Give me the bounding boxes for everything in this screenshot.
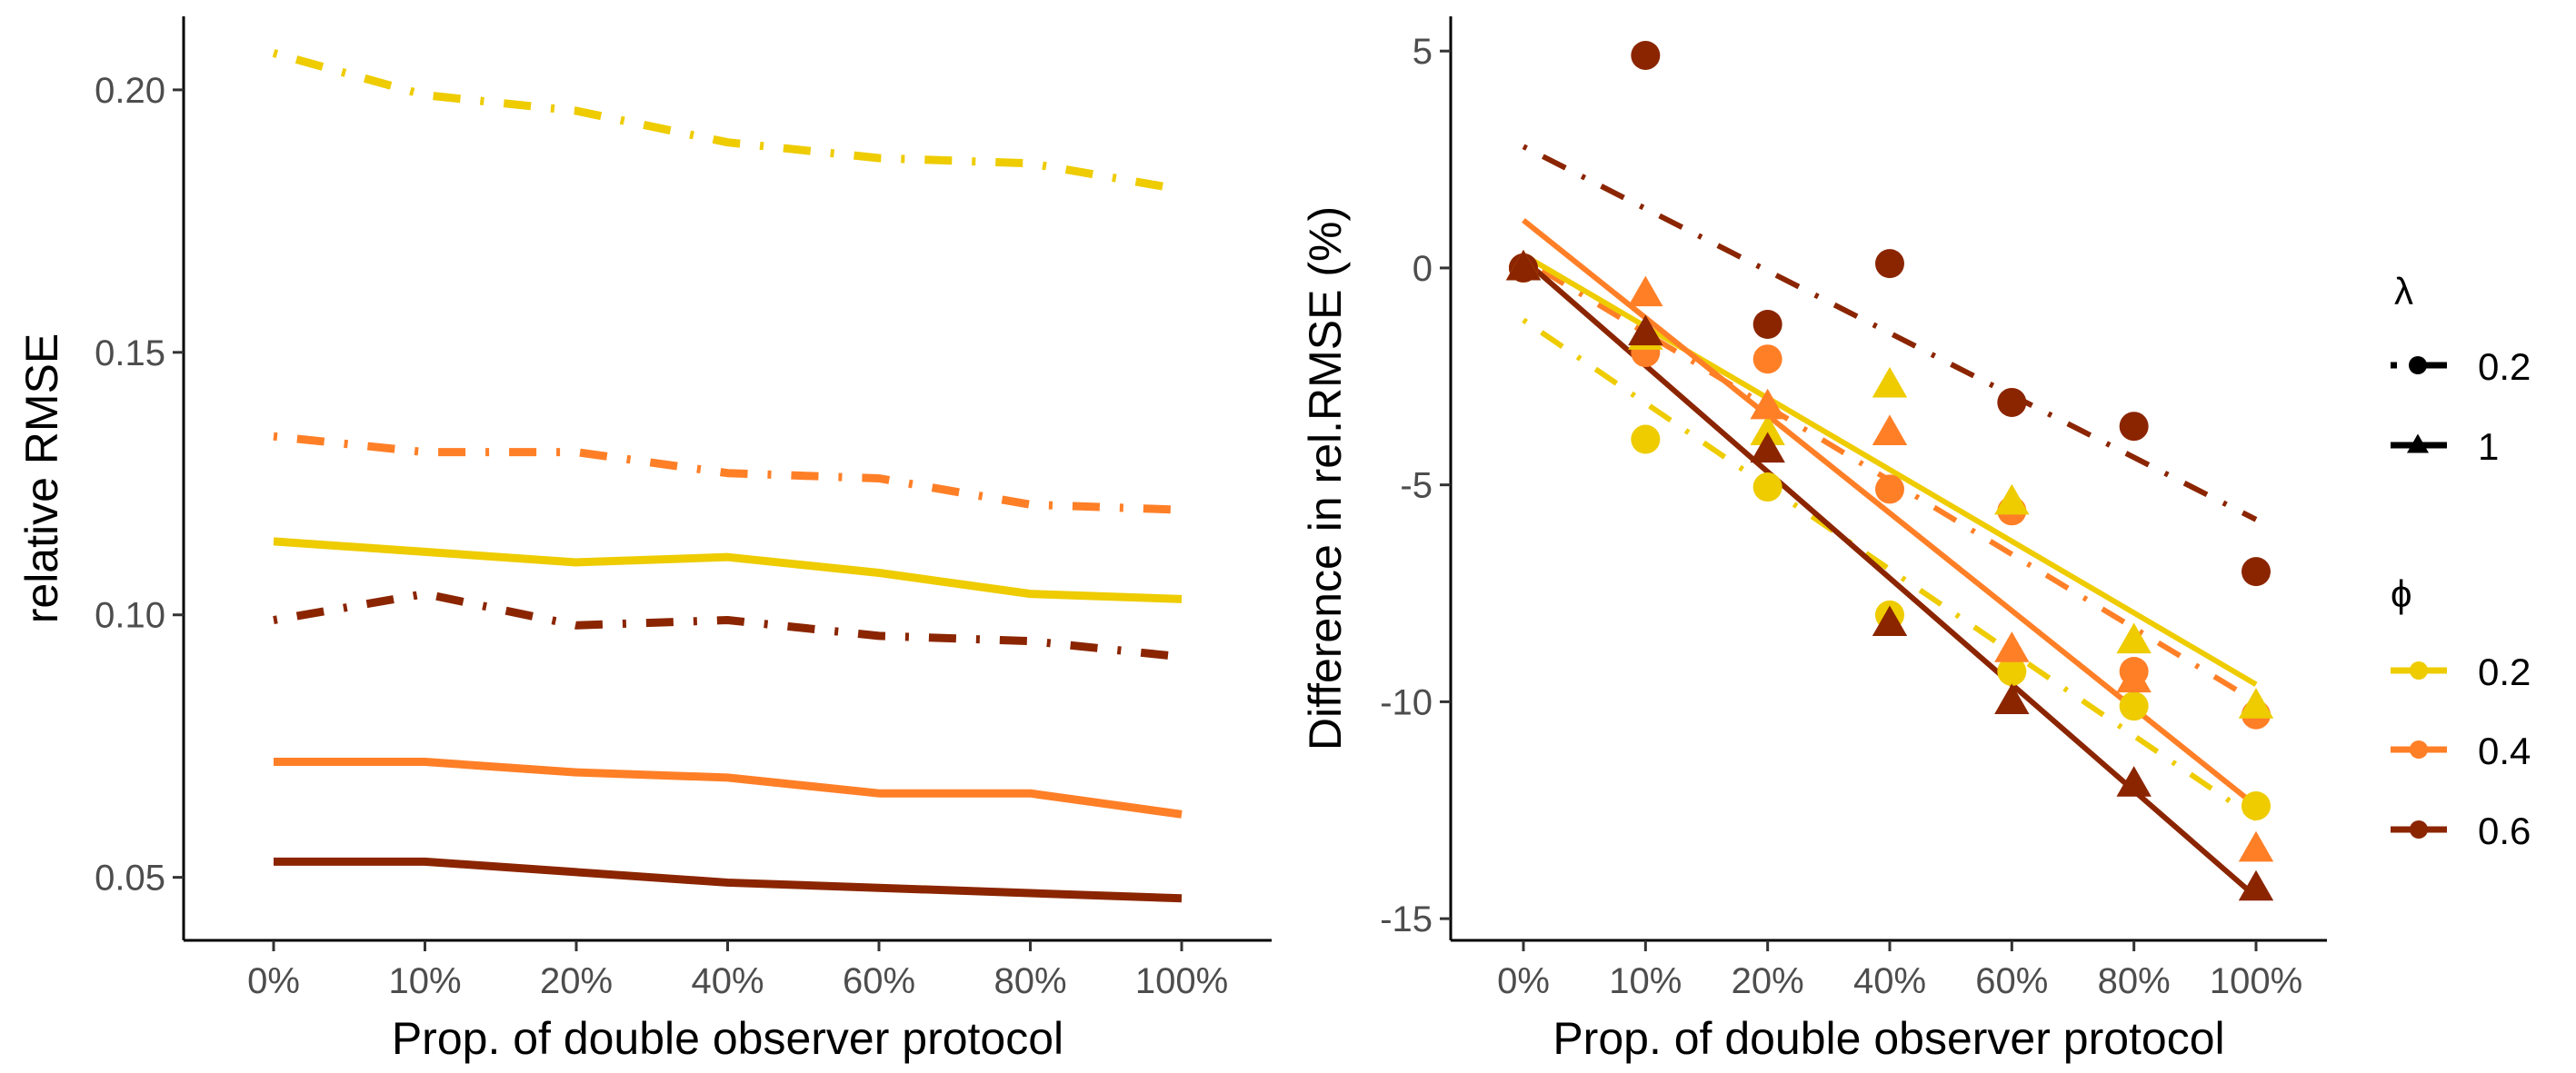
legend-key-circle — [2410, 661, 2428, 680]
y-axis-title: Difference in rel.RMSE (%) — [1300, 206, 1351, 750]
line-lambda-1-phi-0.6 — [274, 857, 1183, 903]
legend: λ 0.2 1 ϕ 0.2 0.4 0.6 — [2391, 270, 2531, 852]
point-triangle-phi-0.6 — [1872, 605, 1908, 637]
x-tick-label: 60% — [843, 961, 915, 1001]
y-tick-label: -10 — [1380, 682, 1433, 722]
point-triangle-phi-0.4 — [1750, 388, 1785, 420]
x-tick-label: 10% — [1609, 961, 1682, 1001]
legend-key-circle — [2410, 820, 2428, 839]
point-circle-phi-0.4 — [1875, 474, 1904, 504]
line-lambda-0.2-phi-0.2 — [272, 49, 1183, 194]
y-tick-label: 5 — [1413, 32, 1433, 72]
legend-label: 0.2 — [2478, 345, 2531, 388]
legend-label: 0.2 — [2478, 651, 2531, 693]
x-axis-title: Prop. of double observer protocol — [1553, 1013, 2224, 1064]
point-triangle-phi-0.2 — [1872, 366, 1908, 398]
x-tick-label: 0% — [1497, 961, 1550, 1001]
y-tick-label: 0.20 — [95, 71, 165, 111]
legend-label: 1 — [2478, 425, 2499, 468]
point-circle-phi-0.2 — [2119, 691, 2149, 721]
point-circle-phi-0.6 — [1631, 40, 1661, 70]
x-tick-label: 0% — [247, 961, 300, 1001]
x-tick-label: 20% — [540, 961, 613, 1001]
point-triangle-phi-0.2 — [1994, 483, 2030, 515]
x-tick-label: 10% — [388, 961, 461, 1001]
point-circle-phi-0.4 — [1752, 344, 1782, 374]
legend-key-circle — [2410, 740, 2428, 759]
point-circle-phi-0.2 — [1631, 424, 1661, 454]
y-tick-label: -15 — [1380, 899, 1433, 939]
point-circle-phi-0.2 — [2242, 790, 2271, 820]
x-tick-label: 40% — [691, 961, 764, 1001]
point-circle-phi-0.6 — [2119, 412, 2149, 442]
left-panel-relative-rmse: 0% 10% 20% 40% 60% 80% 100% 0.05 0.10 0.15 0.20 Pro… — [16, 16, 1272, 1064]
x-axis-title: Prop. of double observer protocol — [392, 1013, 1063, 1064]
legend-title-lambda: λ — [2394, 270, 2413, 313]
y-axis-title: relative RMSE — [16, 333, 67, 624]
x-tick-label: 80% — [2098, 961, 2171, 1001]
point-triangle-phi-0.6 — [2238, 869, 2274, 901]
legend-key-triangle — [2407, 433, 2429, 453]
legend-key-circle — [2409, 356, 2427, 374]
line-lambda-1-phi-0.4 — [274, 758, 1183, 819]
line-lambda-0.2-phi-0.4 — [273, 432, 1183, 514]
x-tick-label: 60% — [1975, 961, 2048, 1001]
point-circle-phi-0.6 — [2242, 557, 2271, 587]
point-circle-phi-0.6 — [1875, 249, 1904, 279]
point-triangle-phi-0.4 — [2116, 661, 2152, 693]
point-triangle-phi-0.4 — [1872, 414, 1908, 445]
point-triangle-phi-0.2 — [2116, 622, 2152, 654]
point-triangle-phi-0.6 — [2116, 766, 2152, 797]
point-triangle-phi-0.2 — [1750, 414, 1785, 445]
point-circle-phi-0.6 — [1752, 310, 1782, 339]
point-triangle-phi-0.4 — [1628, 275, 1663, 307]
x-tick-label: 100% — [2210, 961, 2302, 1001]
point-triangle-phi-0.6 — [1505, 249, 1542, 281]
x-tick-label: 40% — [1853, 961, 1926, 1001]
y-tick-label: 0.05 — [95, 859, 165, 899]
point-circle-phi-0.2 — [1752, 472, 1782, 502]
x-tick-label: 20% — [1732, 961, 1804, 1001]
point-circle-phi-0.6 — [1997, 387, 2027, 417]
point-triangle-phi-0.6 — [1628, 314, 1663, 346]
legend-label: 0.4 — [2478, 730, 2531, 772]
right-panel-difference: 0% 10% 20% 40% 60% 80% 100% -15 -10 -5 0 5 Prop. of … — [1300, 16, 2327, 1064]
point-triangle-phi-0.6 — [1994, 683, 2030, 714]
point-circle-phi-0.2 — [1997, 656, 2027, 686]
y-tick-label: 0 — [1413, 249, 1433, 289]
line-lambda-1-phi-0.2 — [273, 537, 1183, 603]
x-tick-label: 80% — [993, 961, 1066, 1001]
fit-line-lambda-1-phi-0.4 — [1522, 218, 2258, 809]
line-lambda-0.2-phi-0.6 — [273, 590, 1183, 661]
fit-line-lambda-0.2-phi-0.6 — [1522, 144, 2258, 522]
legend-title-phi: ϕ — [2391, 572, 2412, 615]
point-triangle-phi-0.6 — [1750, 432, 1785, 463]
y-tick-label: 0.15 — [95, 333, 165, 373]
point-triangle-phi-0.4 — [1994, 631, 2030, 662]
point-triangle-phi-0.4 — [2238, 830, 2274, 862]
point-triangle-phi-0.2 — [2238, 688, 2274, 719]
y-tick-label: 0.10 — [95, 596, 165, 636]
y-tick-label: -5 — [1400, 466, 1433, 506]
legend-label: 0.6 — [2478, 810, 2531, 852]
x-tick-label: 100% — [1135, 961, 1228, 1001]
